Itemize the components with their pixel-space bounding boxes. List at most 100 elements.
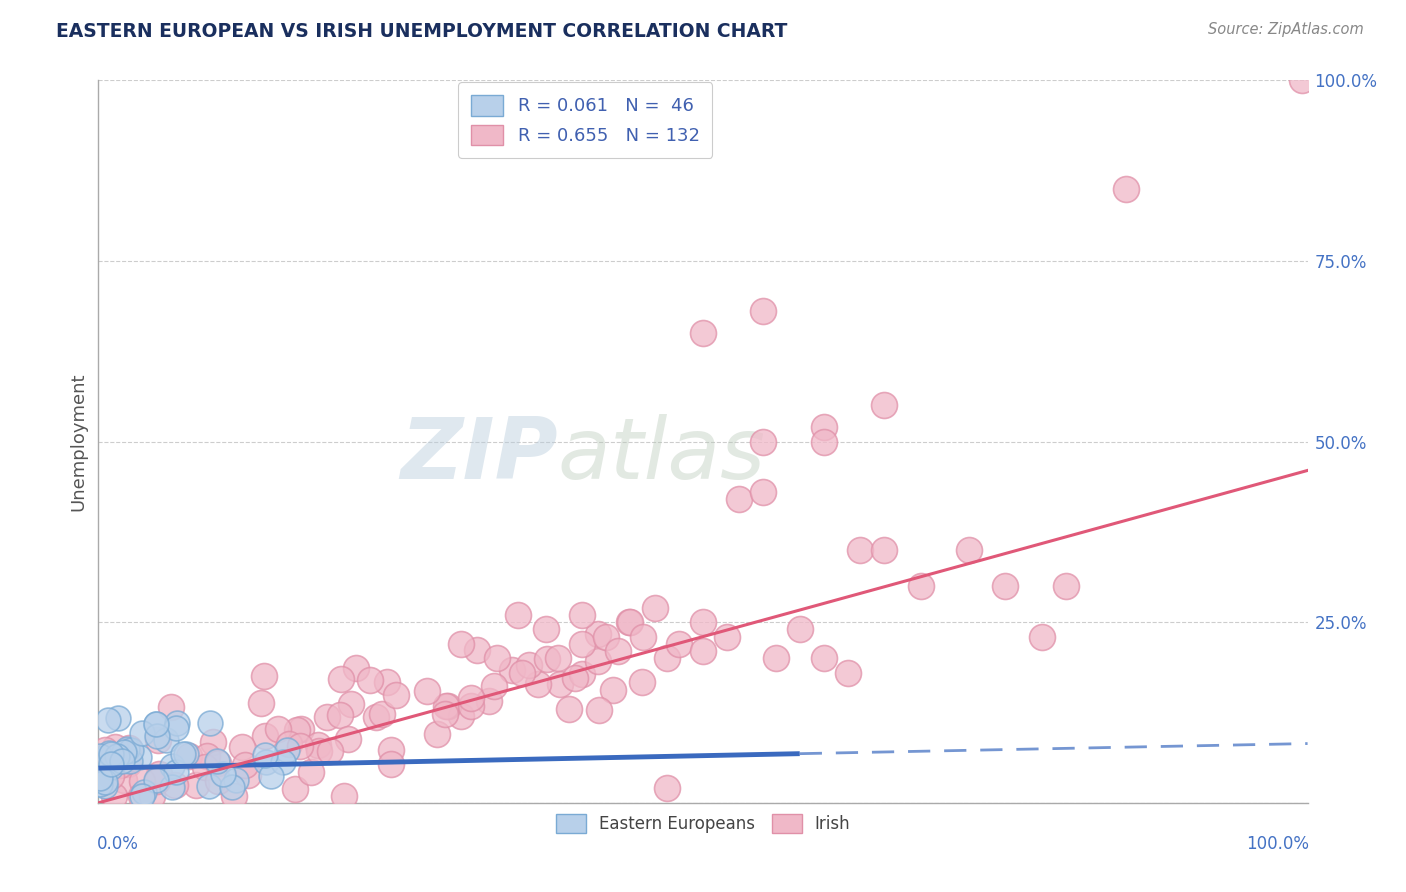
Text: EASTERN EUROPEAN VS IRISH UNEMPLOYMENT CORRELATION CHART: EASTERN EUROPEAN VS IRISH UNEMPLOYMENT C… (56, 22, 787, 41)
Point (128, 749, 150, 764)
Point (692, 644, 714, 658)
Point (278, 737, 301, 751)
Point (484, 680, 506, 694)
Point (571, 637, 593, 651)
Point (630, 675, 652, 690)
Point (105, 748, 128, 763)
Text: 0.0%: 0.0% (97, 835, 139, 854)
Point (194, 760, 217, 774)
Point (478, 693, 501, 707)
Point (290, 739, 312, 753)
Point (131, 773, 153, 788)
Point (145, 717, 167, 731)
Point (789, 623, 811, 637)
Point (145, 772, 167, 787)
Point (307, 738, 329, 752)
Point (155, 732, 177, 747)
Point (146, 729, 169, 743)
Point (207, 773, 229, 788)
Point (692, 326, 714, 340)
Point (104, 739, 127, 754)
Point (380, 756, 402, 771)
Legend: Eastern Europeans, Irish: Eastern Europeans, Irish (547, 805, 859, 841)
Point (994, 579, 1017, 593)
Point (359, 673, 381, 687)
Point (100, 769, 122, 783)
Point (94, 774, 117, 789)
Point (460, 690, 482, 705)
Point (165, 721, 187, 735)
Point (426, 726, 449, 740)
Point (380, 743, 402, 757)
Point (506, 607, 529, 622)
Point (108, 758, 131, 772)
Point (97, 713, 120, 727)
Point (655, 781, 678, 796)
Point (617, 615, 640, 629)
Point (146, 732, 169, 747)
Point (558, 702, 581, 716)
Text: Source: ZipAtlas.com: Source: ZipAtlas.com (1208, 22, 1364, 37)
Point (159, 700, 181, 714)
Point (224, 789, 246, 803)
Point (813, 651, 835, 665)
Point (103, 789, 125, 803)
Point (94, 743, 117, 757)
Point (586, 627, 609, 641)
Point (340, 697, 363, 711)
Point (111, 754, 134, 768)
Point (100, 760, 122, 774)
Point (1054, 579, 1077, 593)
Point (131, 789, 153, 803)
Point (129, 789, 152, 803)
Point (221, 780, 243, 794)
Point (94, 780, 117, 794)
Y-axis label: Unemployment: Unemployment (69, 372, 87, 511)
Point (370, 706, 392, 721)
Point (607, 644, 630, 658)
Point (644, 600, 666, 615)
Point (271, 755, 294, 769)
Point (184, 778, 207, 792)
Point (588, 703, 610, 717)
Point (89, 772, 111, 786)
Point (337, 732, 360, 747)
Point (112, 745, 135, 759)
Point (752, 485, 775, 500)
Point (165, 765, 187, 780)
Point (517, 658, 540, 673)
Text: ZIP: ZIP (401, 415, 558, 498)
Point (308, 744, 330, 758)
Point (250, 696, 273, 710)
Point (849, 542, 872, 557)
Point (416, 684, 439, 698)
Point (172, 747, 194, 762)
Point (201, 735, 224, 749)
Point (1291, 73, 1313, 87)
Point (319, 744, 342, 758)
Point (117, 756, 139, 771)
Point (837, 665, 859, 680)
Point (299, 765, 322, 780)
Point (284, 782, 307, 797)
Point (548, 676, 571, 690)
Point (148, 767, 170, 781)
Point (752, 304, 775, 318)
Point (160, 780, 183, 794)
Point (174, 747, 197, 761)
Point (285, 723, 308, 738)
Point (333, 789, 356, 803)
Point (120, 755, 142, 769)
Point (510, 665, 533, 680)
Point (437, 698, 460, 713)
Point (752, 434, 775, 449)
Point (813, 420, 835, 434)
Point (450, 637, 472, 651)
Point (586, 654, 609, 668)
Point (765, 651, 787, 665)
Point (238, 767, 260, 781)
Point (145, 774, 167, 789)
Point (486, 651, 509, 665)
Point (89, 748, 111, 763)
Point (571, 607, 593, 622)
